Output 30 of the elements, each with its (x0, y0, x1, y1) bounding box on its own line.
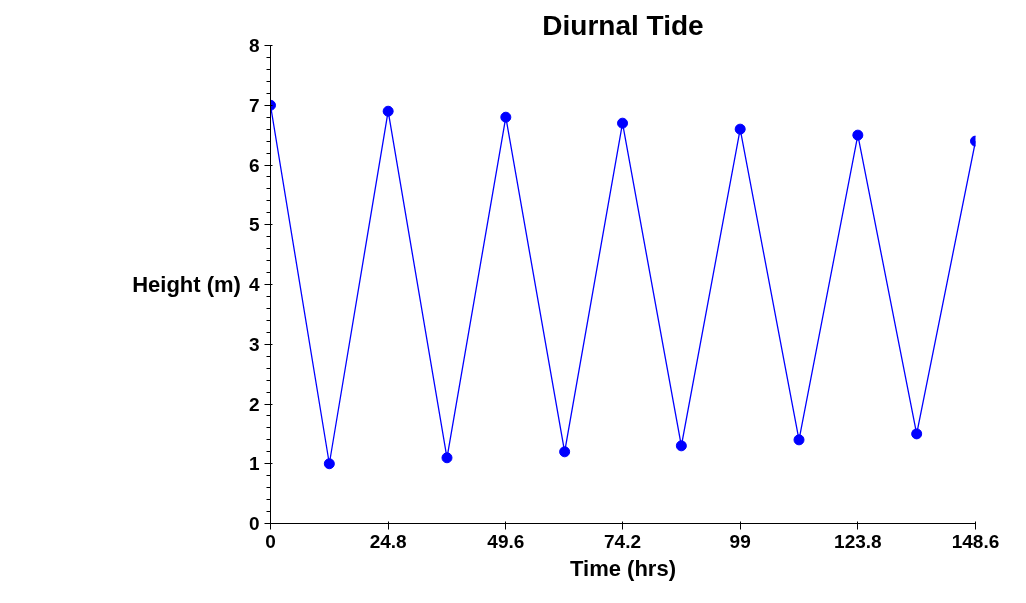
point (734, 123, 746, 135)
x-tick-label: 0 (265, 530, 276, 552)
y-tick-label: 0 (248, 513, 260, 534)
y-tick-label: 1 (248, 453, 260, 475)
point (852, 129, 864, 141)
point (323, 458, 335, 470)
point (617, 117, 629, 129)
y-tick-label: 8 (248, 35, 260, 56)
x-tick-label: 99 (729, 530, 751, 552)
y-tick-label: 5 (248, 214, 260, 236)
x-tick-label: 148.6 (951, 530, 1000, 552)
x-tick-label: 74.2 (604, 530, 642, 552)
x-axis-title: Time (hrs) (570, 555, 676, 581)
point (441, 452, 453, 464)
x-tick-label: 49.6 (487, 530, 525, 552)
y-tick-label: 7 (248, 94, 260, 116)
point (500, 111, 512, 123)
point (559, 446, 571, 458)
chart-title: Diurnal Tide (542, 9, 704, 41)
y-tick-label: 2 (248, 393, 260, 415)
y-tick-label: 6 (248, 154, 260, 176)
point (382, 105, 394, 117)
point (675, 440, 687, 452)
y-tick-label: 3 (248, 333, 260, 355)
y-tick-label: 4 (248, 274, 260, 295)
x-tick-label: 24.8 (369, 530, 407, 552)
y-axis-title: Height (m) (132, 272, 241, 297)
x-tick-label: 123.8 (834, 530, 882, 552)
point (793, 434, 805, 446)
point (911, 428, 923, 440)
